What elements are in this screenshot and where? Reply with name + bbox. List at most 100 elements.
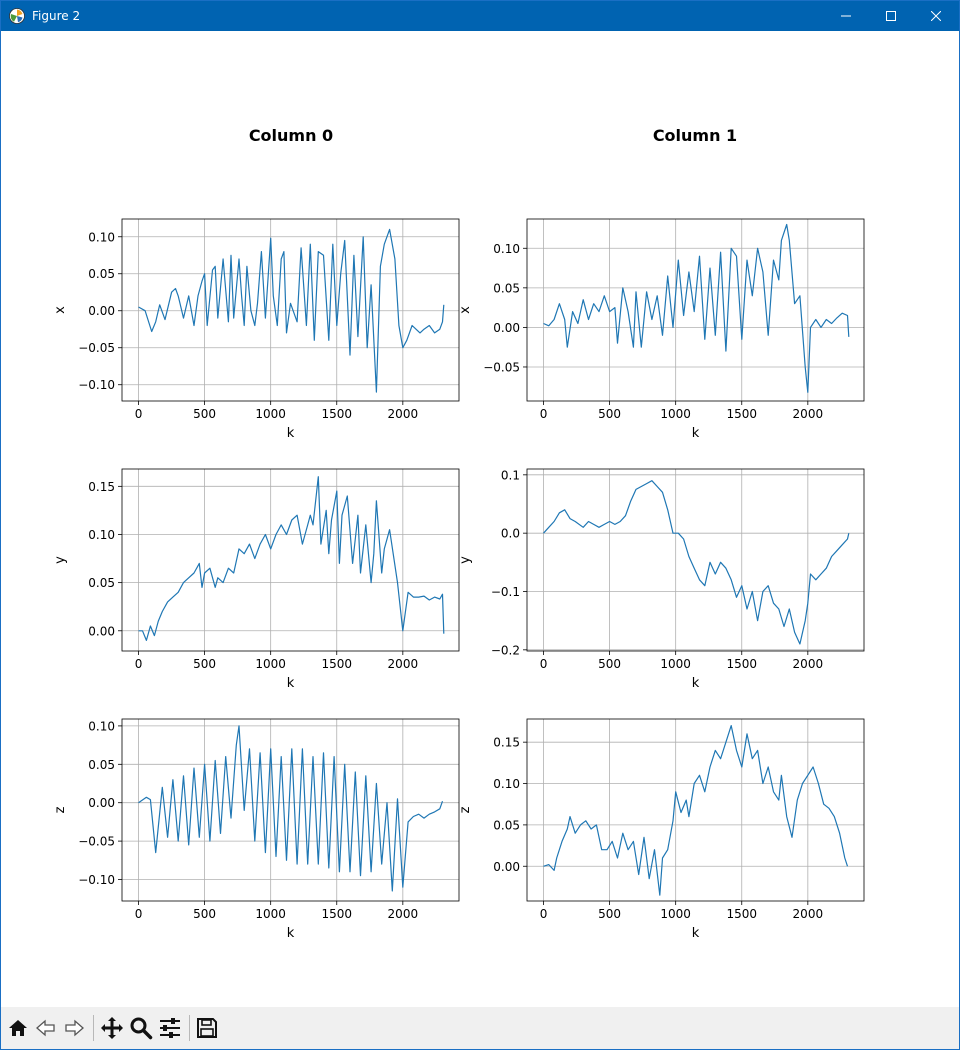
column-title-1: Column 1 [653,126,737,145]
subplot-3: 0 500 1000 1500 2000 −0.2 −0.1 0.0 0.1 k y [458,468,865,691]
pan-icon [101,1017,123,1039]
forward-button[interactable] [61,1015,87,1041]
save-button[interactable] [194,1015,220,1041]
x-tick-label: 1000 [255,657,286,671]
y-tick-label: 0.10 [88,719,115,733]
x-tick-label: 0 [135,407,143,421]
y-axis-label: x [53,306,68,314]
x-axis-label: k [692,926,700,941]
y-tick-label: 0.10 [88,528,115,542]
y-tick-label: 0.00 [493,321,520,335]
y-tick-label: 0.10 [493,777,520,791]
y-tick-label: −0.10 [78,873,115,887]
y-axis-label: x [458,306,473,314]
y-tick-label: 0.00 [493,860,520,874]
x-axis-label: k [287,426,295,441]
title-bar[interactable]: Figure 2 [1,1,959,31]
subplot-2: 0 500 1000 1500 2000 0.00 0.05 0.10 0.15 k y [53,468,460,691]
x-tick-label: 1500 [321,657,352,671]
figure-canvas[interactable]: Column 0 Column 1 0 500 1000 1500 2000−0.10−… [1,31,959,1007]
window-title: Figure 2 [32,9,81,23]
y-tick-label: 0.00 [88,796,115,810]
y-tick-label: 0.15 [493,736,520,750]
close-button[interactable] [913,1,959,31]
y-tick-label: −0.2 [491,643,520,657]
navigation-toolbar [1,1007,959,1049]
y-tick-label: 0.05 [88,758,115,772]
series-line-z [543,724,849,896]
series-line-z [138,725,444,892]
y-tick-label: 0.1 [501,468,520,482]
close-icon [931,11,941,21]
x-axis-label: k [692,426,700,441]
x-tick-label: 1000 [255,907,286,921]
y-tick-label: −0.05 [78,835,115,849]
y-tick-label: 0.0 [501,527,520,541]
x-tick-label: 2000 [388,907,419,921]
y-axis-label: z [458,806,473,813]
series-line-x [138,228,445,393]
x-tick-label: 0 [540,657,548,671]
axes-frame [526,468,865,652]
x-tick-label: 1500 [726,907,757,921]
x-tick-label: 2000 [793,407,824,421]
y-axis-label: y [53,556,68,564]
y-tick-label: 0.05 [493,281,520,295]
x-tick-label: 1500 [726,657,757,671]
x-tick-label: 2000 [793,657,824,671]
minimize-button[interactable] [823,1,869,31]
y-tick-label: 0.05 [88,267,115,281]
x-tick-label: 1500 [321,907,352,921]
x-tick-label: 0 [135,657,143,671]
subplot-5: 0 500 1000 1500 2000 0.00 0.05 0.10 0.15 k z [458,718,865,941]
axes-frame [121,718,460,902]
x-tick-label: 0 [540,407,548,421]
subplot-0: 0 500 1000 1500 2000 −0.10 −0.05 0.00 0.05 0.10 k x [53,218,460,441]
x-tick-label: 500 [598,907,621,921]
home-icon [9,1020,27,1036]
x-axis-label: k [287,676,295,691]
zoom-button[interactable] [128,1015,154,1041]
x-tick-label: 1000 [660,657,691,671]
x-tick-label: 0 [540,907,548,921]
back-button[interactable] [33,1015,59,1041]
toolbar-separator [189,1015,190,1041]
x-tick-label: 500 [193,407,216,421]
home-button[interactable] [5,1015,31,1041]
subplot-1: 0 500 1000 1500 2000 −0.05 0.00 0.05 0.10 k x [458,218,865,441]
minimize-icon [841,15,851,17]
y-tick-label: 0.00 [88,624,115,638]
save-icon [197,1018,217,1038]
y-tick-label: 0.15 [88,480,115,494]
pan-button[interactable] [99,1015,125,1041]
forward-icon [65,1019,84,1037]
maximize-button[interactable] [868,1,914,31]
y-tick-label: −0.05 [483,360,520,374]
x-tick-label: 500 [193,657,216,671]
y-tick-label: 0.00 [88,304,115,318]
y-tick-label: 0.05 [88,576,115,590]
matplotlib-icon [9,8,25,24]
x-axis-label: k [692,676,700,691]
series-line-x [543,223,850,393]
x-tick-label: 500 [598,657,621,671]
y-tick-label: −0.1 [491,585,520,599]
x-tick-label: 2000 [793,907,824,921]
x-tick-label: 1000 [255,407,286,421]
configure-subplots-icon [160,1018,180,1038]
x-tick-label: 1000 [660,907,691,921]
axes-frame [526,718,865,902]
x-tick-label: 500 [193,907,216,921]
axes-frame [121,218,460,402]
toolbar-separator [93,1015,94,1041]
x-tick-label: 500 [598,407,621,421]
y-tick-label: −0.05 [78,341,115,355]
configure-subplots-button[interactable] [157,1015,183,1041]
x-tick-label: 2000 [388,657,419,671]
x-tick-label: 0 [135,907,143,921]
axes-frame [526,218,865,402]
y-tick-label: 0.10 [88,230,115,244]
y-tick-label: −0.10 [78,378,115,392]
column-title-0: Column 0 [249,126,333,145]
